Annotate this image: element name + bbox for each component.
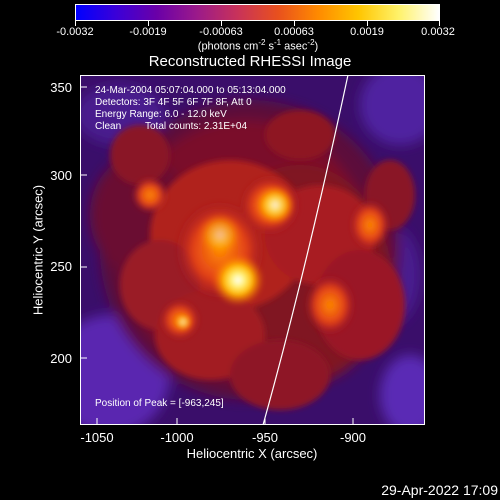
x-tick-label: -1050 <box>80 430 114 445</box>
colorbar-units: (photons cm-2 s-1 asec-2) <box>197 38 319 53</box>
colorbar-tick-label: -0.00063 <box>199 26 243 38</box>
rhessi-image <box>80 75 425 425</box>
colorbar <box>75 4 440 21</box>
plot-title: Reconstructed RHESSI Image <box>148 53 352 70</box>
colorbar-tick-label: 0.0019 <box>350 26 384 38</box>
x-tick-label: -1000 <box>160 430 194 445</box>
energy-annotation: Energy Range: 6.0 - 12.0 keV <box>95 109 227 120</box>
y-tick-label: 350 <box>50 80 72 95</box>
time-range-annotation: 24-Mar-2004 05:07:04.000 to 05:13:04.000 <box>95 85 286 96</box>
colorbar-tick <box>294 21 295 26</box>
colorbar-tick <box>367 21 368 26</box>
colorbar-tick <box>439 21 440 26</box>
colorbar-tick-label: 0.00063 <box>274 26 314 38</box>
colorbar-tick <box>148 21 149 26</box>
solar-limb-line <box>262 75 349 425</box>
peak-position-annotation: Position of Peak = [-963,245] <box>95 398 224 409</box>
detectors-annotation: Detectors: 3F 4F 5F 6F 7F 8F, Att 0 <box>95 97 252 108</box>
x-axis-title: Heliocentric X (arcsec) <box>186 446 318 461</box>
x-tick-label: -900 <box>339 430 367 445</box>
colorbar-tick <box>75 21 76 26</box>
colorbar-ticks <box>75 21 440 27</box>
colorbar-tick-label: -0.0032 <box>56 26 94 38</box>
colorbar-tick <box>221 21 222 26</box>
colorbar-tick-label: -0.0019 <box>129 26 167 38</box>
y-tick-label: 300 <box>50 168 72 183</box>
y-tick-label: 250 <box>50 259 72 274</box>
y-axis-title: Heliocentric Y (arcsec) <box>30 184 46 316</box>
x-tick-label: -950 <box>251 430 279 445</box>
y-tick-label: 200 <box>50 351 72 366</box>
colorbar-tick-label: 0.0032 <box>421 26 455 38</box>
clean-annotation: Clean <box>95 121 122 132</box>
timestamp: 29-Apr-2022 17:09 <box>381 482 498 498</box>
total-counts-annotation: Total counts: 2.31E+04 <box>145 121 248 132</box>
